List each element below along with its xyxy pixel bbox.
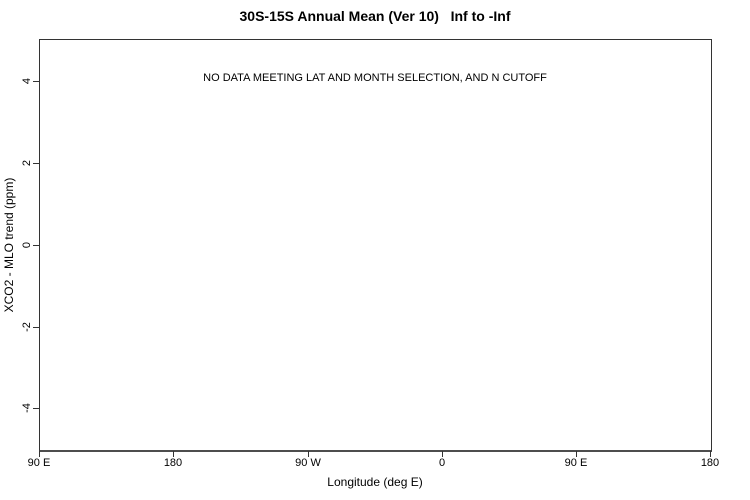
y-axis-label: XCO2 - MLO trend (ppm) — [2, 177, 16, 313]
y-tick — [33, 245, 39, 246]
y-tick-label: 4 — [21, 77, 33, 85]
y-tick — [33, 163, 39, 164]
y-tick-label: -4 — [21, 403, 33, 413]
x-tick — [710, 451, 711, 457]
y-tick — [33, 81, 39, 82]
x-tick-label: 180 — [700, 457, 720, 469]
y-tick-label: 2 — [21, 159, 33, 167]
x-tick-label: 0 — [438, 457, 446, 469]
x-tick-label: 90 E — [27, 457, 51, 469]
x-tick — [308, 451, 309, 457]
x-tick — [576, 451, 577, 457]
chart-title: 30S-15S Annual Mean (Ver 10) Inf to -Inf — [239, 8, 511, 24]
x-tick — [442, 451, 443, 457]
x-tick-label: 90 W — [295, 457, 321, 469]
x-tick — [173, 451, 174, 457]
x-tick-label: 90 E — [564, 457, 588, 469]
x-axis-label: Longitude (deg E) — [327, 475, 423, 489]
no-data-annotation: NO DATA MEETING LAT AND MONTH SELECTION,… — [203, 72, 547, 84]
y-tick — [33, 327, 39, 328]
x-tick-label: 180 — [163, 457, 183, 469]
y-tick-label: 0 — [21, 241, 33, 249]
x-tick — [39, 451, 40, 457]
y-tick — [33, 408, 39, 409]
plot-area — [39, 39, 712, 452]
y-tick-label: -2 — [21, 322, 33, 332]
